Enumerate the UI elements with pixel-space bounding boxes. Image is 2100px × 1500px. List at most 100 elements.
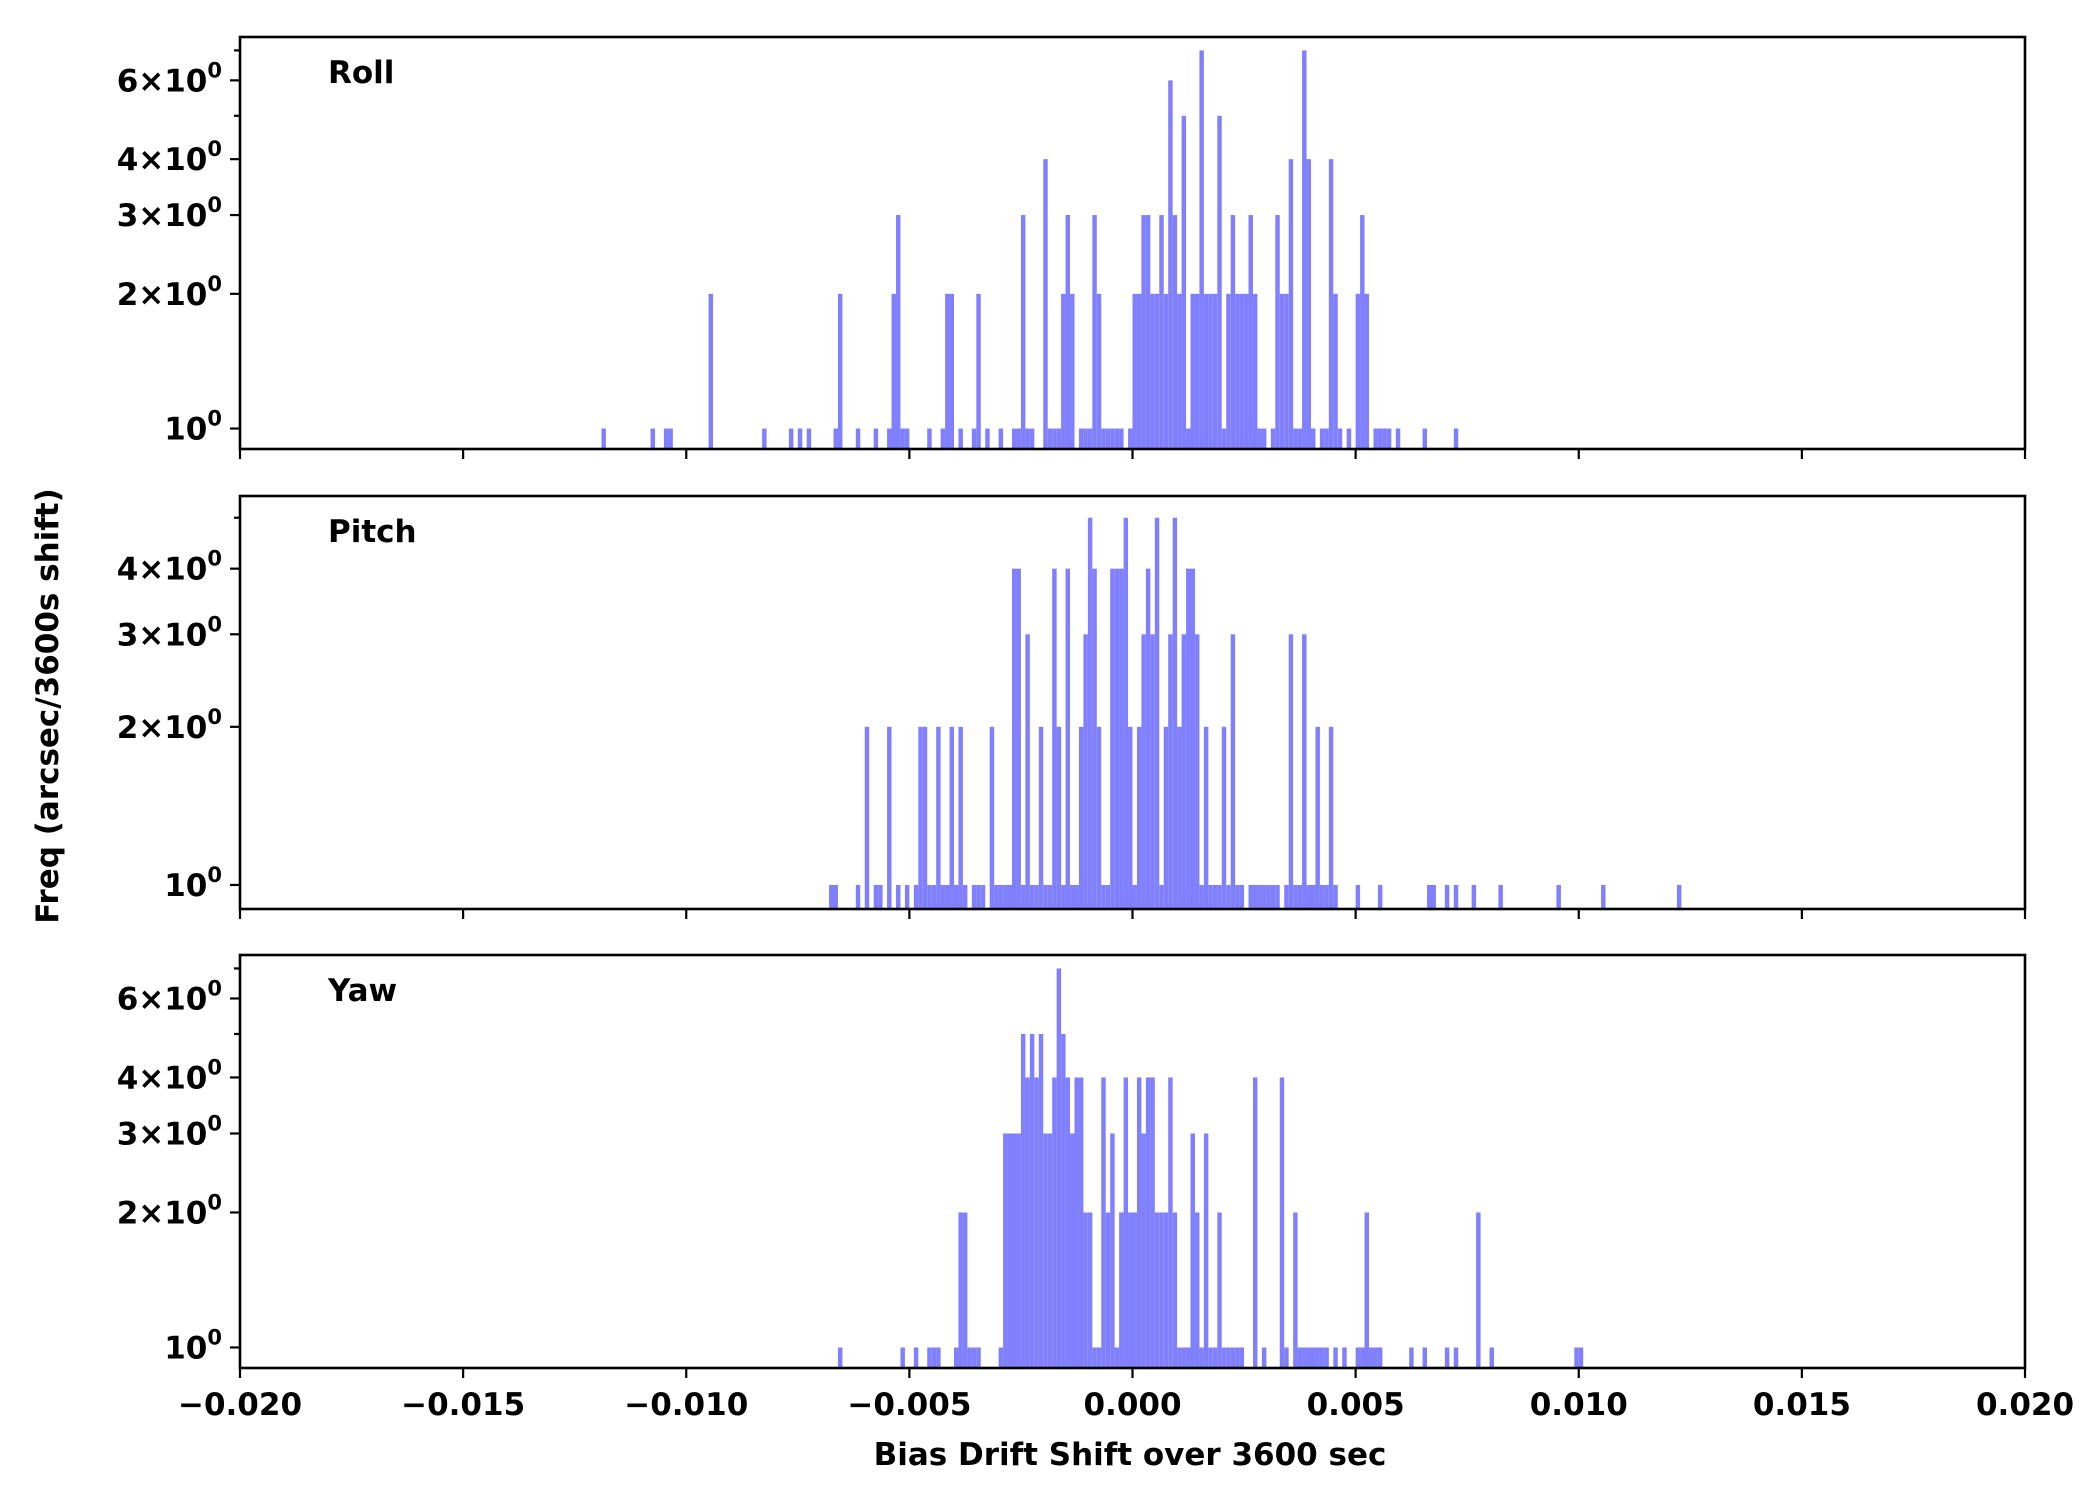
histogram-bar: [1324, 884, 1329, 909]
histogram-bar: [958, 1212, 963, 1368]
histogram-bar: [1324, 1347, 1329, 1368]
histogram-bar: [1453, 884, 1459, 909]
histogram-bar: [1252, 1077, 1258, 1368]
histogram-bar: [1373, 1347, 1378, 1368]
histogram-bar: [1177, 1347, 1182, 1368]
histogram-bar: [663, 428, 669, 449]
histogram-bar: [1163, 293, 1169, 449]
histogram-bar: [1293, 428, 1298, 449]
histogram-bar: [788, 428, 794, 449]
histogram-bar: [1065, 215, 1071, 449]
histogram-bar: [887, 428, 892, 449]
x-tick-label: 0.010: [1530, 1387, 1628, 1423]
histogram-bar: [1212, 293, 1218, 449]
histogram-bar: [1377, 428, 1383, 449]
histogram-bar: [1275, 215, 1280, 449]
histogram-bar: [1302, 634, 1307, 909]
histogram-bar: [1168, 80, 1173, 450]
histogram-bar: [900, 428, 905, 449]
histogram-bar: [1226, 1347, 1231, 1368]
histogram-bar: [1047, 428, 1053, 449]
histogram-bar: [1016, 568, 1021, 909]
histogram-bar: [1235, 293, 1240, 449]
histogram-bar: [985, 428, 990, 449]
histogram-bar: [1083, 1212, 1088, 1368]
histogram-bar: [1043, 884, 1048, 909]
histogram-bar: [1333, 293, 1338, 449]
histogram-bar: [1083, 634, 1088, 909]
x-tick-label: −0.020: [178, 1387, 302, 1423]
histogram-bar: [873, 884, 879, 909]
y-tick-label: 6×100: [117, 58, 222, 99]
histogram-bar: [1105, 1212, 1111, 1368]
histogram-bar: [1444, 1347, 1450, 1368]
histogram-bar: [1199, 884, 1204, 909]
histogram-bar: [1199, 50, 1204, 449]
histogram-bar: [954, 884, 959, 909]
histogram-bar: [1453, 428, 1459, 449]
histogram-bar: [1038, 1033, 1044, 1368]
histogram-bar: [1061, 1033, 1066, 1368]
histogram-bar: [1230, 1347, 1236, 1368]
histogram-bar: [1315, 1347, 1320, 1368]
histogram-bar: [1217, 115, 1222, 449]
histogram-bar: [1150, 634, 1155, 909]
histogram-bar: [1181, 634, 1187, 909]
histogram-bar: [1020, 215, 1026, 449]
histogram-bar: [1172, 215, 1178, 449]
y-tick-label: 100: [164, 1325, 222, 1366]
histogram-bar: [1186, 428, 1191, 449]
histogram-bar: [1061, 884, 1066, 909]
histogram-bar: [900, 1347, 905, 1368]
histogram-bar: [1288, 634, 1294, 909]
histogram-bar: [1012, 1133, 1017, 1368]
histogram-bar: [918, 726, 923, 909]
histogram-bar: [1427, 884, 1432, 909]
histogram-bar: [1172, 517, 1178, 909]
y-tick-label: 2×100: [117, 1190, 222, 1231]
histogram-bar: [1574, 1347, 1579, 1368]
histogram-bar: [1346, 428, 1352, 449]
histogram-bar: [1190, 1133, 1195, 1368]
panel-roll: 100 2×100 3×100 4×100 6×100 Roll: [117, 35, 2027, 459]
histogram-bar: [940, 884, 946, 909]
bars-yaw: [837, 968, 1584, 1368]
histogram-bar: [1177, 293, 1182, 449]
histogram-bar: [1190, 293, 1195, 449]
histogram-bar: [1355, 1347, 1361, 1368]
histogram-bar: [1092, 215, 1097, 449]
histogram-bar: [954, 1347, 959, 1368]
histogram-bar: [1556, 884, 1561, 909]
histogram-bar: [1676, 884, 1682, 909]
histogram-bar: [601, 428, 606, 449]
histogram-bar: [1172, 1212, 1178, 1368]
histogram-bar: [1297, 1347, 1303, 1368]
histogram-bar: [1311, 428, 1316, 449]
x-tick-label: −0.005: [847, 1387, 971, 1423]
histogram-bar: [1141, 215, 1146, 449]
histogram-bar: [1105, 428, 1111, 449]
histogram-bar: [1203, 293, 1209, 449]
histogram-bar: [1315, 726, 1320, 909]
histogram-bar: [1444, 884, 1450, 909]
histogram-bar: [797, 428, 803, 449]
histogram-bar: [1074, 1077, 1079, 1368]
histogram-bar: [762, 428, 767, 449]
histogram-bar: [1364, 293, 1370, 449]
histogram-bar: [1261, 428, 1267, 449]
histogram-bar: [994, 884, 999, 909]
histogram-bar: [940, 428, 946, 449]
histogram-bar: [1275, 884, 1280, 909]
histogram-bar: [1114, 568, 1120, 909]
histogram-bar: [1311, 1347, 1316, 1368]
histogram-bar: [1092, 568, 1097, 909]
histogram-bar: [1230, 634, 1236, 909]
y-axis-label: Freq (arcsec/3600s shift): [30, 488, 66, 924]
histogram-bar: [1159, 884, 1164, 909]
histogram-bar: [945, 293, 950, 449]
histogram-bar: [1311, 884, 1316, 909]
histogram-bar: [1288, 159, 1294, 449]
histogram-bar: [1154, 517, 1160, 909]
histogram-bar: [1360, 215, 1365, 449]
histogram-bar: [1252, 293, 1258, 449]
